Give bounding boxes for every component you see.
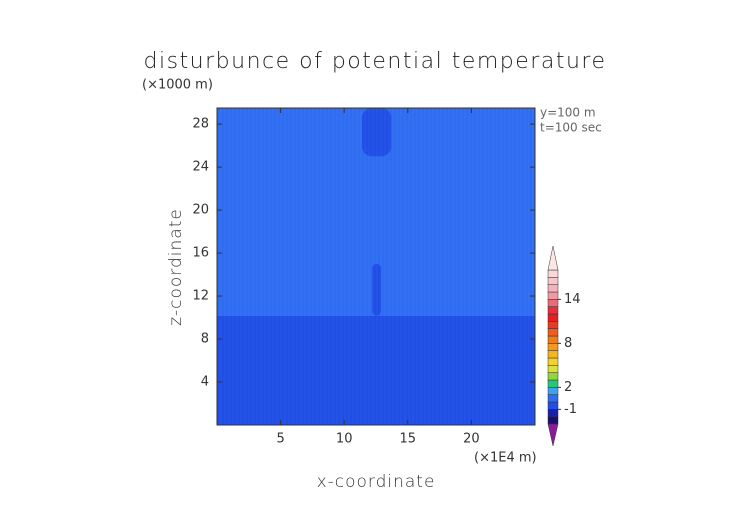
x-axis-label: x-coordinate	[317, 472, 436, 492]
colorbar-segment	[547, 416, 559, 425]
annotation: y=100 m	[540, 106, 596, 120]
colorbar-extend-high	[547, 245, 559, 271]
colorbar-segment	[547, 313, 559, 322]
colorbar-tick-label: -1	[564, 402, 577, 417]
colorbar-segment	[547, 350, 559, 359]
colorbar-segment	[547, 343, 559, 351]
colorbar-segment	[547, 335, 559, 344]
colorbar-segment	[547, 379, 559, 388]
colorbar-segment	[547, 277, 559, 285]
colorbar-segment	[547, 269, 559, 278]
colorbar-extend-low	[547, 423, 559, 447]
colorbar-tick-label: 8	[564, 336, 572, 351]
contour-region	[217, 315, 535, 425]
plot-frame	[216, 107, 536, 426]
x-tick-label: 15	[400, 432, 417, 447]
y-tick-label: 16	[192, 246, 209, 261]
colorbar-tick-label: 2	[564, 380, 572, 395]
colorbar-segment	[547, 365, 559, 373]
chart-title: disturbunce of potential temperature	[144, 49, 607, 74]
contour-region	[362, 108, 392, 157]
colorbar-segment	[547, 284, 559, 293]
colorbar-segment	[547, 394, 559, 403]
colorbar-segment	[547, 409, 559, 417]
colorbar-segment	[547, 306, 559, 315]
x-tick-label: 20	[463, 432, 480, 447]
y-tick-label: 8	[201, 332, 209, 347]
y-tick-label: 12	[192, 289, 209, 304]
colorbar-segment	[547, 291, 559, 300]
colorbar-segment	[547, 328, 559, 337]
y-unit: (×1000 m)	[142, 78, 213, 93]
colorbar-tick-label: 14	[564, 292, 581, 307]
x-unit: (×1E4 m)	[474, 451, 537, 466]
y-axis-label: z-coordinate	[166, 208, 186, 326]
y-tick-label: 4	[201, 375, 209, 390]
colorbar-segment	[547, 321, 559, 329]
colorbar-segment	[547, 401, 559, 410]
colorbar-segment	[547, 357, 559, 366]
x-tick-label: 10	[336, 432, 353, 447]
annotation: t=100 sec	[540, 121, 602, 135]
y-tick-label: 20	[192, 203, 209, 218]
colorbar-segment	[547, 387, 559, 395]
colorbar-segment	[547, 372, 559, 381]
y-tick-label: 24	[192, 160, 209, 175]
y-tick-label: 28	[192, 117, 209, 132]
x-tick-label: 5	[276, 432, 284, 447]
colorbar-segment	[547, 299, 559, 307]
contour-region	[372, 263, 382, 316]
